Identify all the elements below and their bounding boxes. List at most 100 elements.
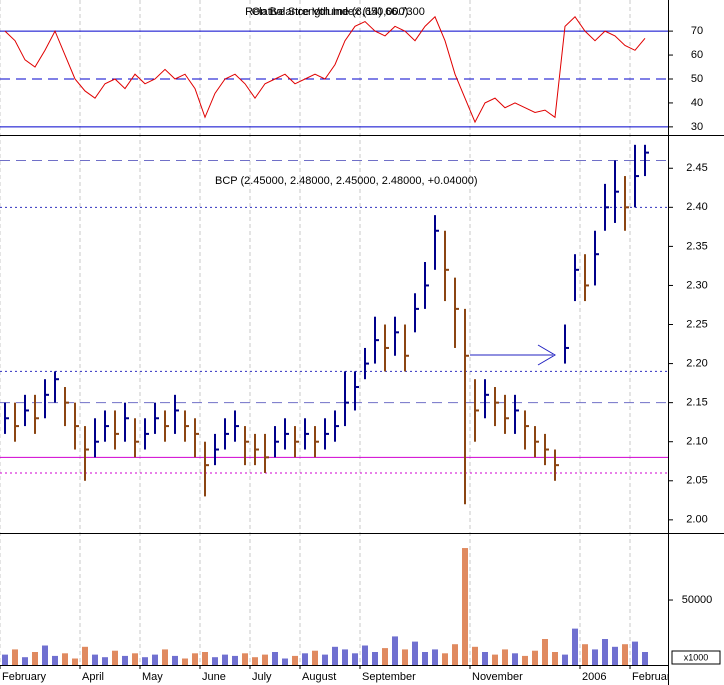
y-tick-label: 50 <box>691 73 703 85</box>
volume-bar <box>292 655 298 665</box>
x-tick-label: June <box>202 671 226 683</box>
volume-bar <box>52 655 58 665</box>
volume-bar <box>642 652 648 665</box>
y-tick-label: 40 <box>691 97 703 109</box>
volume-bar <box>422 652 428 665</box>
volume-bar <box>382 648 388 665</box>
volume-bar <box>272 652 278 665</box>
volume-bar <box>252 657 258 665</box>
indicator-title: On Balance Volume (8,650,000) <box>252 6 409 18</box>
volume-bar <box>162 649 168 665</box>
y-tick-label: 2.00 <box>686 514 707 526</box>
x-tick-label: July <box>252 671 272 683</box>
unit-label: x1000 <box>684 652 709 662</box>
volume-bar <box>112 650 118 665</box>
volume-bar <box>512 653 518 665</box>
y-tick-label: 70 <box>691 25 703 37</box>
volume-bar <box>302 653 308 665</box>
volume-bar <box>362 645 368 665</box>
volume-bar <box>282 658 288 665</box>
volume-bar <box>212 657 218 665</box>
y-tick-label: 2.20 <box>686 357 707 369</box>
volume-bar <box>142 657 148 665</box>
volume-bar <box>582 644 588 665</box>
y-tick-label: 2.35 <box>686 240 707 252</box>
volume-bar <box>562 654 568 665</box>
volume-bar <box>12 649 18 665</box>
price-title: BCP (2.45000, 2.48000, 2.45000, 2.48000,… <box>215 175 478 187</box>
volume-bar <box>222 654 228 665</box>
volume-bar <box>2 654 8 665</box>
x-tick-label: November <box>472 671 523 683</box>
y-tick-label: 2.45 <box>686 162 707 174</box>
volume-bar <box>472 646 478 665</box>
x-tick-label: September <box>362 671 416 683</box>
marks-layer: February April May June July August September N… <box>0 15 677 683</box>
annotation-arrowhead <box>537 344 556 366</box>
volume-bar <box>322 654 328 665</box>
x-tick-label: August <box>302 671 336 683</box>
volume-bar <box>22 657 28 665</box>
y-tick-label: 2.40 <box>686 201 707 213</box>
volume-bar <box>172 655 178 665</box>
volume-bar <box>242 653 248 665</box>
x-tick-label: February <box>2 671 47 683</box>
volume-bar <box>312 650 318 665</box>
volume-bar <box>622 644 628 665</box>
volume-bar <box>132 653 138 665</box>
volume-bar <box>502 649 508 665</box>
volume-bar <box>232 655 238 665</box>
volume-bar <box>612 646 618 665</box>
y-tick-label: 30 <box>691 121 703 133</box>
volume-bar <box>482 652 488 665</box>
volume-bar <box>342 649 348 665</box>
grid-layer <box>0 0 668 665</box>
volume-bar <box>492 654 498 665</box>
rsi-line <box>4 15 646 124</box>
volume-bar <box>532 650 538 665</box>
y-tick-label: 60 <box>691 49 703 61</box>
volume-bar <box>92 654 98 665</box>
indicator-title: Relative Strength Index (14) 66.7300 <box>245 6 425 18</box>
volume-bar <box>152 654 158 665</box>
volume-bar <box>182 658 188 665</box>
volume-bar <box>552 652 558 665</box>
y-tick-label: 50000 <box>682 594 713 606</box>
volume-bar <box>542 639 548 665</box>
volume-bar <box>522 655 528 665</box>
volume-bar <box>332 646 338 665</box>
y-tick-label: 2.15 <box>686 397 707 409</box>
volume-bar <box>632 641 638 665</box>
volume-bar <box>102 657 108 665</box>
volume-bar <box>122 655 128 665</box>
volume-bar <box>432 649 438 665</box>
y-tick-label: 2.10 <box>686 436 707 448</box>
x-tick-label: February <box>632 671 677 683</box>
volume-bar <box>62 653 68 665</box>
volume-bar <box>452 644 458 665</box>
y-tick-label: 2.25 <box>686 318 707 330</box>
volume-bar <box>262 654 268 665</box>
volume-bar <box>372 652 378 665</box>
volume-bar <box>42 645 48 665</box>
volume-bar <box>592 649 598 665</box>
x-tick-label: 2006 <box>582 671 606 683</box>
volume-bar <box>202 652 208 665</box>
volume-bar <box>442 653 448 665</box>
volume-bar <box>602 639 608 665</box>
volume-bar <box>72 658 78 665</box>
volume-bar <box>192 653 198 665</box>
volume-bar <box>352 653 358 665</box>
volume-bar <box>82 646 88 665</box>
volume-bar <box>462 548 468 665</box>
volume-bar <box>402 649 408 665</box>
volume-bar <box>32 652 38 665</box>
unit-box <box>671 650 721 665</box>
volume-bar <box>392 636 398 665</box>
volume-bar <box>412 641 418 665</box>
y-tick-label: 2.05 <box>686 475 707 487</box>
volume-bar <box>572 628 578 665</box>
